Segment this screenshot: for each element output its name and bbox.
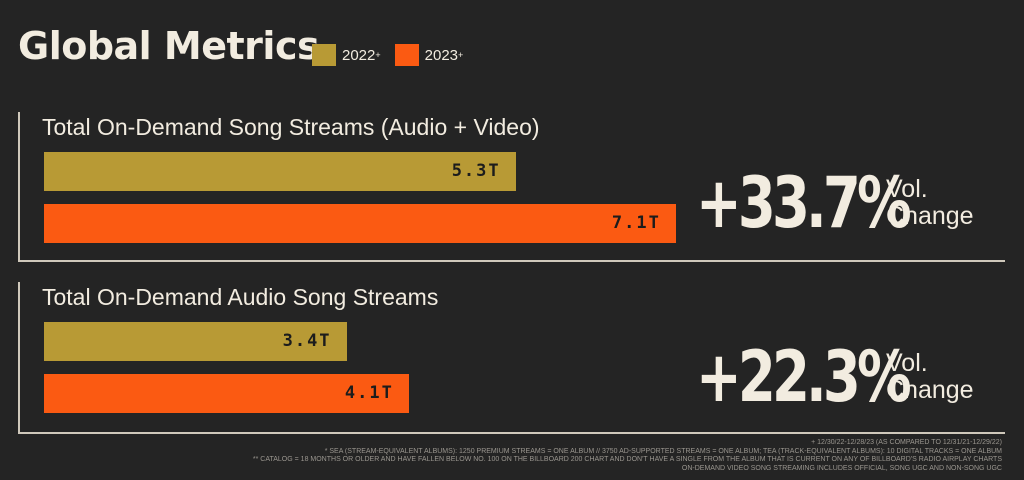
change-caption-line-2: Change	[886, 202, 974, 230]
legend: 2022 + 2023 +	[312, 44, 477, 66]
footnote: ON-DEMAND VIDEO SONG STREAMING INCLUDES …	[681, 464, 1002, 472]
volume-change: +33.7% Vol. Change	[696, 162, 974, 244]
chart-panel-streams: Total On-Demand Song Streams (Audio + Vi…	[18, 112, 1005, 262]
chart-panel-audio-streams: Total On-Demand Audio Song Streams 3.4T …	[18, 282, 1005, 434]
footnotes: + 12/30/22-12/28/23 (AS COMPARED TO 12/3…	[142, 439, 1002, 473]
volume-change: +22.3% Vol. Change	[696, 336, 974, 418]
change-caption: Vol. Change	[886, 176, 974, 230]
footnote: + 12/30/22-12/28/23 (AS COMPARED TO 12/3…	[811, 439, 1002, 446]
legend-sup-2022: +	[375, 50, 381, 60]
bar-label-2022: 3.4T	[282, 331, 332, 351]
legend-label-2022: 2022	[342, 46, 376, 64]
bar-2022	[44, 152, 516, 191]
bar-2023	[44, 204, 676, 243]
chart-title: Total On-Demand Audio Song Streams	[42, 284, 439, 310]
legend-label-2023: 2023	[424, 46, 459, 64]
bar-label-2022: 5.3T	[451, 161, 501, 181]
change-percent: +22.3%	[696, 336, 912, 418]
footnote: ** CATALOG = 18 MONTHS OR OLDER AND HAVE…	[252, 456, 1002, 463]
legend-item-2023: 2023 +	[394, 44, 464, 66]
bar-label-2023: 4.1T	[344, 383, 394, 403]
footnote: * SEA (STREAM-EQUIVALENT ALBUMS): 1250 P…	[324, 447, 1002, 455]
legend-item-2022: 2022 +	[312, 44, 381, 66]
legend-swatch-2023	[394, 44, 419, 66]
bar-label-2023: 7.1T	[611, 213, 661, 233]
bar-2022	[44, 322, 347, 361]
change-caption-line-1: Vol.	[886, 349, 928, 377]
change-caption: Vol. Change	[886, 350, 974, 404]
change-caption-line-1: Vol.	[886, 175, 928, 203]
bar-2023	[44, 374, 409, 413]
change-caption-line-2: Change	[886, 376, 974, 404]
legend-swatch-2022	[312, 44, 336, 66]
change-percent: +33.7%	[696, 162, 912, 244]
legend-sup-2023: +	[458, 50, 464, 60]
chart-title: Total On-Demand Song Streams (Audio + Vi…	[42, 114, 540, 140]
page-title: Global Metrics	[18, 24, 320, 68]
